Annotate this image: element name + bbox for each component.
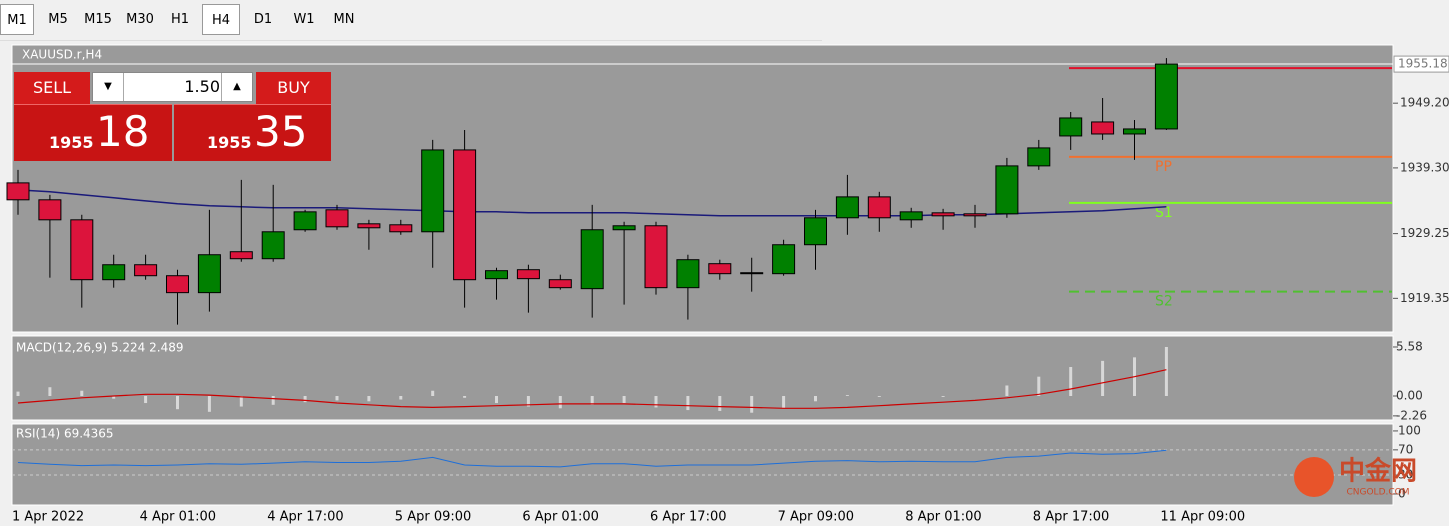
x-tick-label: 6 Apr 01:00 [522,510,599,525]
candle-body [516,269,540,280]
candle-body [293,211,317,231]
macd-signal [17,369,1167,409]
timeframe-button[interactable]: M15 [84,12,112,27]
macd-tick-label: -2.26 [1396,408,1427,422]
bid-small: 18 [96,107,150,156]
logo: 中金网 CNGOLD.COM [1294,456,1417,498]
logo-name: 中金网 [1339,456,1417,487]
x-tick-label: 8 Apr 17:00 [1033,510,1110,525]
candle-body [389,224,413,233]
logo-icon [1294,457,1334,497]
candle-body [867,196,891,219]
logo-url: CNGOLD.COM [1346,488,1409,498]
candle-body [1027,147,1051,167]
y-tick-label: 1939.30 [1400,160,1449,174]
candle-body [70,219,94,281]
x-tick-label: 4 Apr 01:00 [140,510,217,525]
y-tick-label: 1919.35 [1400,291,1449,305]
macd-tick-label: 5.58 [1396,339,1423,353]
candle-body [580,229,604,290]
ask-box[interactable]: 1955 35 [174,104,331,161]
candle-body [1123,128,1146,135]
buy-button[interactable]: BUY [256,72,331,104]
lot-input[interactable]: 1.50 [184,77,220,96]
macd-label: MACD(12,26,9) 5.224 2.489 [16,341,183,355]
candle-body [229,251,253,260]
candle-body [676,259,700,289]
symbol-label: XAUUSD.r,H4 [22,48,102,62]
x-tick-label: 4 Apr 17:00 [267,510,344,525]
candle-body [1091,121,1115,135]
candle-body [166,275,189,294]
x-tick-label: 11 Apr 09:00 [1160,510,1245,525]
x-tick-label: 1 Apr 2022 [12,510,84,525]
candle-body [644,225,668,289]
candle-body [1059,117,1083,137]
pivot-label: PP [1155,159,1172,175]
timeframe-button[interactable]: D1 [253,12,273,27]
macd-panel [11,335,1394,421]
timeframe-button[interactable]: H4 [202,4,240,35]
candle-body [899,211,923,221]
candle-body [1154,63,1178,130]
ask-small: 35 [254,107,308,156]
x-tick-label: 6 Apr 17:00 [650,510,727,525]
candle-body [835,196,859,219]
x-tick-label: 7 Apr 09:00 [778,510,855,525]
candle-body [134,264,158,277]
candle-body [197,254,221,294]
y-tick-label: 1949.20 [1400,96,1449,110]
candle-body [772,244,796,275]
candle-body [804,217,827,246]
candle-body [963,213,987,217]
pivot-label: S2 [1155,294,1173,310]
candle-body [421,149,445,233]
candle-body [485,270,508,280]
candle-body [548,279,572,289]
bid-box[interactable]: 1955 18 [14,104,172,161]
candle-body [38,199,62,221]
timeframe-button[interactable]: W1 [293,12,315,27]
trade-panel: SELL ▼ 1.50 ▲ BUY 1955 18 1955 35 [14,72,331,161]
rsi-label: RSI(14) 69.4365 [16,427,114,441]
rsi-tick-label: 0 [1398,486,1406,500]
sell-button[interactable]: SELL [14,72,90,104]
timeframe-button[interactable]: H1 [170,12,190,27]
lot-down[interactable]: ▼ [93,73,124,101]
candle-body [995,165,1019,215]
y-tick-label: 1929.25 [1400,226,1449,240]
current-price-box [1393,55,1449,73]
lot-up[interactable]: ▲ [221,73,252,101]
bid-big: 1955 [49,133,94,152]
timeframe-button[interactable]: M5 [48,12,68,27]
macd-tick-label: 0.00 [1396,389,1423,403]
x-tick-label: 5 Apr 09:00 [395,510,472,525]
timeframe-button[interactable]: M30 [126,12,154,27]
rsi-tick-label: 70 [1398,442,1413,456]
candle-body [931,212,955,217]
pivot-label: S1 [1155,205,1173,221]
candle-body [612,225,636,231]
timeframe-button[interactable]: MN [333,12,355,27]
candle-body [325,209,349,228]
candle-body [102,264,126,281]
x-tick-label: 8 Apr 01:00 [905,510,982,525]
rsi-tick-label: 30 [1398,468,1413,482]
toolbar: M1 M5 M15 M30 H1 H4 D1 W1 MN [0,0,822,41]
lot-box: ▼ 1.50 ▲ [92,72,253,102]
candle-body [740,272,764,275]
candle-body [6,182,30,201]
current-price: 1955.18 [1398,57,1448,71]
rsi-tick-label: 100 [1398,423,1421,437]
timeframe-button[interactable]: M1 [0,4,34,35]
ask-big: 1955 [207,133,252,152]
candle-body [708,263,732,275]
candle-body [357,223,381,229]
candle-body [453,149,477,281]
rsi-line [17,449,1167,468]
candle-body [261,231,285,260]
